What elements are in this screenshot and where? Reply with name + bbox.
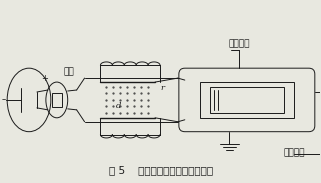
Bar — [52, 93, 62, 107]
Bar — [210, 87, 284, 113]
Text: +: + — [41, 74, 48, 83]
Text: 接电流计: 接电流计 — [229, 39, 250, 48]
Text: r: r — [160, 84, 164, 92]
Text: 接静电计: 接静电计 — [283, 148, 305, 157]
Text: 磁场: 磁场 — [63, 68, 74, 77]
Text: 图 5    测阴极射线的荷质比示意图: 图 5 测阴极射线的荷质比示意图 — [109, 165, 213, 175]
Text: d: d — [116, 102, 121, 110]
Bar — [200, 82, 294, 118]
Text: –: – — [2, 96, 6, 104]
